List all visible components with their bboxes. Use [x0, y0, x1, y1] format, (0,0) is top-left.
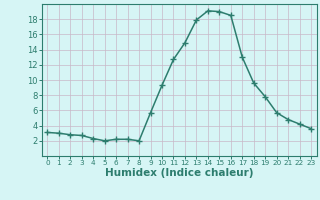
- X-axis label: Humidex (Indice chaleur): Humidex (Indice chaleur): [105, 168, 253, 178]
